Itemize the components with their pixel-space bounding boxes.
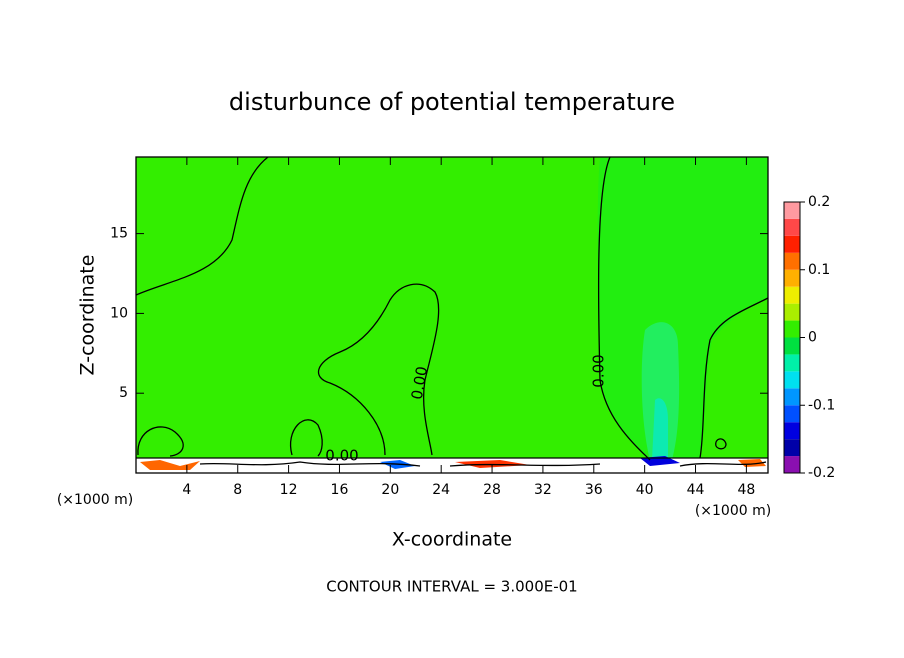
shade [652, 398, 668, 460]
x-unit-label: (×1000 m) [695, 503, 771, 519]
contour-line [699, 297, 769, 459]
contour-line [318, 283, 440, 456]
contour-label: 0.00 [408, 365, 432, 401]
colorbar-swatch [784, 303, 800, 321]
colorbar-swatch [784, 320, 800, 338]
x-tick-label: 28 [483, 482, 501, 498]
y-axis-label: Z-coordinate [77, 255, 99, 376]
x-tick-label: 4 [182, 482, 191, 498]
x-tick-label: 48 [737, 482, 755, 498]
contour-line [715, 438, 727, 450]
y-unit-label: (×1000 m) [57, 492, 133, 508]
x-tick-label: 36 [585, 482, 603, 498]
colorbar-tick-label: 0.1 [808, 262, 830, 278]
shade [455, 460, 530, 468]
colorbar-tick-label: -0.2 [808, 465, 835, 481]
colorbar-swatch [784, 405, 800, 423]
shade [597, 157, 768, 462]
x-tick-label: 32 [534, 482, 552, 498]
x-tick-label: 40 [636, 482, 654, 498]
colorbar-swatch [784, 456, 800, 473]
contour-line [137, 426, 184, 457]
shade [140, 460, 200, 470]
colorbar-swatch [784, 388, 800, 406]
contour-line [136, 457, 768, 467]
colorbar-swatch [784, 422, 800, 440]
contour-line [289, 419, 323, 457]
contour-label: 0.00 [325, 447, 358, 465]
y-tick-label: 5 [119, 385, 128, 401]
colorbar-swatch [784, 218, 800, 236]
colorbar-swatch [784, 235, 800, 253]
colorbar-tick-label: 0.2 [808, 194, 830, 210]
x-tick-label: 44 [687, 482, 705, 498]
colorbar-swatch [784, 337, 800, 355]
colorbar-swatch [784, 252, 800, 270]
chart-title: disturbunce of potential temperature [229, 88, 675, 116]
shade [641, 322, 680, 460]
colorbar-swatch [784, 439, 800, 457]
x-tick-label: 8 [233, 482, 242, 498]
plot-frame [135, 156, 769, 474]
shade [738, 459, 766, 467]
x-tick-label: 12 [280, 482, 298, 498]
y-tick-label: 10 [110, 305, 128, 321]
y-tick-label: 15 [110, 226, 128, 242]
contour-label: 0.00 [590, 354, 608, 387]
contour-line [597, 156, 651, 461]
plot-area: 0.00 0.00 0.00 [135, 156, 769, 474]
colorbar-swatch [784, 269, 800, 287]
colorbar-tick-label: 0 [808, 330, 817, 346]
colorbar-swatch [784, 202, 800, 219]
colorbar-swatch [784, 371, 800, 389]
colorbar-swatch [784, 286, 800, 304]
x-tick-label: 20 [381, 482, 399, 498]
colorbar-tick-label: -0.1 [808, 397, 835, 413]
x-axis-label: X-coordinate [392, 529, 512, 551]
contour-line [135, 156, 269, 296]
colorbar-swatch [784, 354, 800, 372]
x-tick-label: 24 [432, 482, 450, 498]
x-tick-label: 16 [331, 482, 349, 498]
footnote: CONTOUR INTERVAL = 3.000E-01 [326, 578, 577, 596]
